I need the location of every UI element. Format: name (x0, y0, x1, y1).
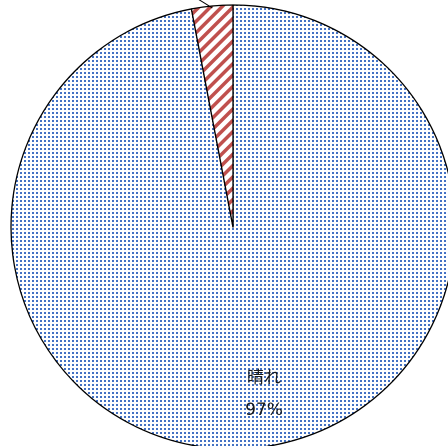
slice-label-value: 97% (245, 400, 283, 420)
leader-line (198, 0, 213, 9)
pie-labels: 晴れ 97% (198, 0, 283, 420)
pie-slice-1 (10, 4, 448, 446)
pie-slices (10, 4, 448, 446)
slice-label-name: 晴れ (247, 368, 281, 388)
pie-slice-2 (190, 4, 234, 228)
